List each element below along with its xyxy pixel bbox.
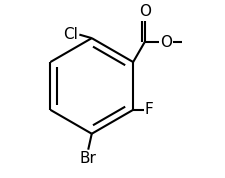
Text: F: F (144, 102, 153, 117)
Text: O: O (138, 4, 150, 19)
Text: O: O (159, 35, 171, 50)
Text: Cl: Cl (63, 27, 78, 42)
Text: Br: Br (79, 151, 96, 166)
